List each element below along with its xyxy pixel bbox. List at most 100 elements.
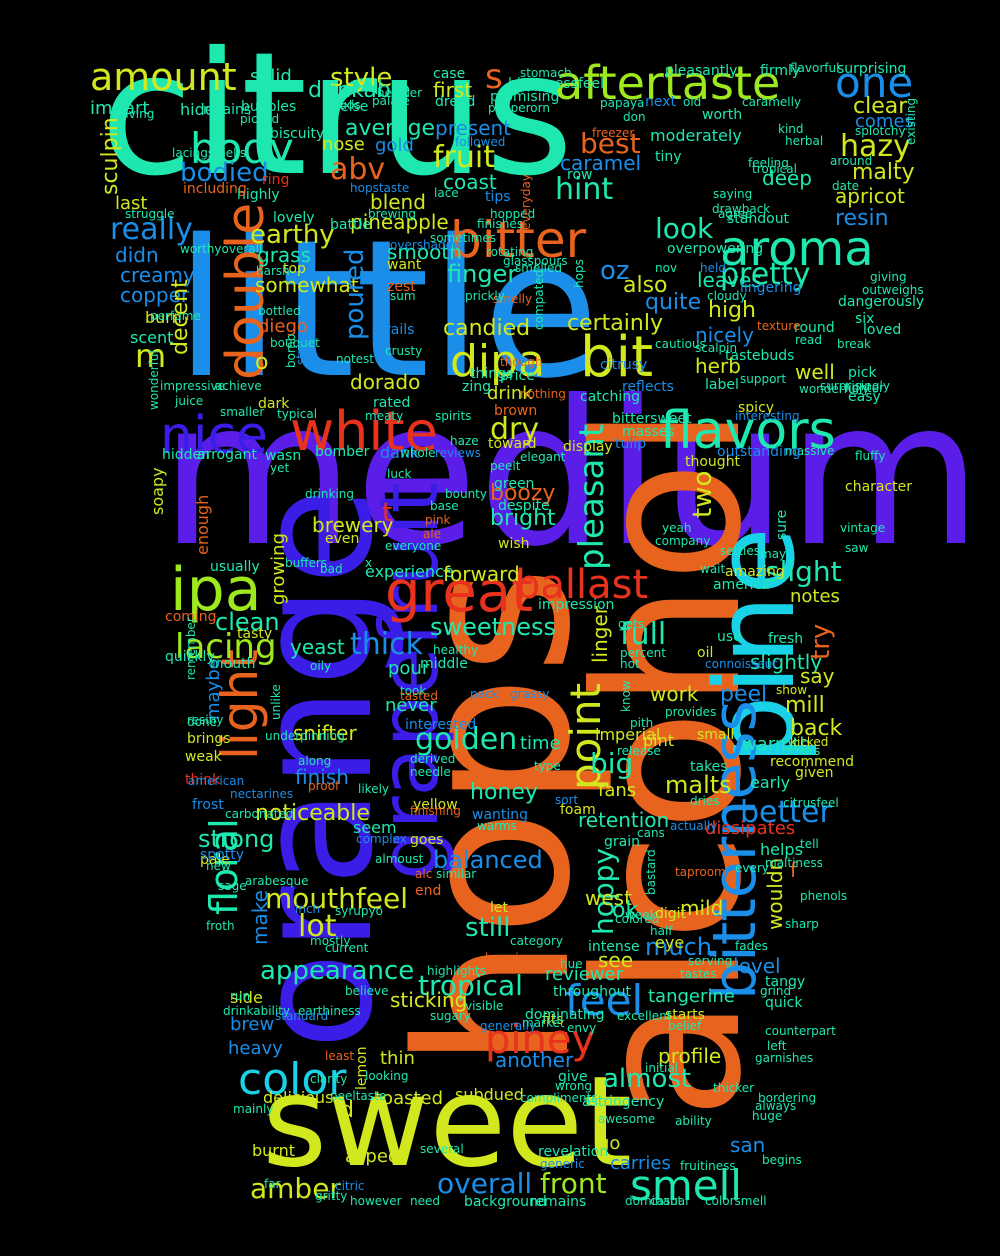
cloud-word: done	[187, 715, 217, 729]
cloud-word: compliments	[520, 1091, 598, 1105]
cloud-word: dissipates	[705, 818, 796, 839]
cloud-word: unlike	[269, 684, 283, 720]
cloud-word: wish	[498, 536, 530, 552]
cloud-word: never	[385, 695, 437, 716]
cloud-word: hopstaste	[350, 181, 410, 195]
cloud-word: imperial	[595, 725, 661, 744]
cloud-word: peelt	[490, 459, 521, 473]
cloud-word: look	[655, 212, 714, 245]
cloud-word: nice	[160, 406, 268, 466]
cloud-word: need	[410, 1194, 440, 1208]
cloud-word: character	[845, 479, 913, 495]
cloud-word: boozy	[490, 481, 556, 506]
cloud-word: wait	[700, 562, 726, 576]
cloud-word: smell	[630, 1161, 742, 1210]
cloud-word: type	[534, 759, 561, 773]
cloud-word: balanced	[433, 846, 543, 874]
cloud-word: level	[733, 954, 781, 978]
cloud-word: saw	[845, 541, 869, 555]
cloud-word: date	[832, 179, 860, 193]
cloud-word: aftertaste	[555, 56, 781, 110]
cloud-word: bodied	[180, 158, 269, 188]
cloud-word: hazy	[840, 129, 911, 164]
cloud-word: awesome	[598, 1112, 656, 1126]
cloud-word: looking	[365, 1069, 409, 1083]
cloud-word: deep	[762, 166, 812, 190]
cloud-word: profile	[658, 1044, 722, 1068]
cloud-word: derived	[410, 752, 456, 766]
cloud-word: fits	[542, 1012, 564, 1028]
cloud-word: x	[365, 556, 373, 570]
cloud-word: buffers	[285, 556, 328, 570]
cloud-word: achieve	[215, 379, 262, 393]
cloud-word: underpinning	[265, 729, 345, 743]
cloud-word: see	[598, 948, 634, 972]
cloud-word: enough	[193, 494, 212, 555]
cloud-word: toward	[488, 436, 537, 452]
cloud-word: brewing	[368, 207, 417, 221]
cloud-word: smooth	[387, 240, 462, 264]
cloud-word: mostly	[310, 934, 351, 948]
cloud-word: drinking	[305, 487, 354, 501]
cloud-word: dry	[490, 412, 540, 447]
cloud-word: needle	[410, 765, 451, 779]
cloud-word: week	[625, 908, 657, 922]
cloud-word: others	[782, 744, 821, 758]
cloud-word: well	[795, 360, 835, 384]
cloud-word: golden	[415, 722, 518, 757]
cloud-word: remember	[184, 617, 198, 680]
cloud-word: prickly	[465, 289, 505, 303]
cloud-word: smelly	[493, 292, 533, 306]
cloud-word: aroma	[720, 221, 874, 277]
cloud-word: malts	[665, 771, 732, 799]
cloud-word: honey	[470, 780, 538, 805]
cloud-word: tasty	[237, 626, 273, 642]
cloud-word: massive	[785, 444, 835, 458]
cloud-word: nectarines	[230, 787, 294, 801]
cloud-word: earthiness	[298, 1004, 361, 1018]
cloud-word: taproom	[675, 865, 726, 879]
cloud-word: feeling	[748, 156, 789, 170]
cloud-word: drink	[487, 383, 533, 404]
cloud-word: hides	[180, 100, 223, 119]
cloud-word: feel	[565, 976, 644, 1025]
cloud-word: luck	[387, 467, 412, 481]
cloud-word: caramel	[560, 151, 642, 175]
cloud-word: bubbles	[241, 99, 297, 115]
cloud-word: thicker	[713, 1081, 755, 1095]
cloud-word: garnishes	[755, 1051, 814, 1065]
cloud-word: hops	[572, 259, 586, 288]
cloud-word: notest	[336, 352, 374, 366]
cloud-word: snifter	[293, 721, 357, 745]
cloud-word: nicely	[695, 323, 754, 347]
cloud-word: tangy	[765, 974, 806, 990]
cloud-word: break	[837, 337, 871, 351]
cloud-word: standard	[275, 1009, 329, 1023]
cloud-word: front	[540, 1167, 607, 1200]
cloud-word: outstanding	[717, 444, 801, 460]
cloud-word: glasspours	[503, 254, 568, 268]
cloud-word: make	[248, 890, 272, 945]
cloud-word: brew	[230, 1014, 275, 1035]
cloud-word: heavier	[377, 86, 423, 100]
cloud-word: fresh	[768, 631, 804, 647]
cloud-word: use	[717, 629, 742, 645]
cloud-word: mild	[680, 896, 724, 920]
cloud-word: dominating	[525, 1007, 605, 1023]
cloud-word: dark	[258, 396, 290, 412]
cloud-word: pint	[643, 731, 675, 750]
cloud-word: resiny	[187, 713, 224, 727]
cloud-word: west	[585, 886, 632, 910]
cloud-word: inch	[295, 902, 321, 916]
cloud-word: full	[620, 617, 667, 652]
cloud-word: zing	[462, 379, 491, 395]
cloud-word: rails	[385, 322, 415, 338]
cloud-word: top	[283, 261, 306, 277]
cloud-word: bomb	[284, 333, 298, 368]
cloud-word: diego	[258, 316, 308, 337]
cloud-word: american	[188, 774, 245, 788]
cloud-word: initial	[645, 1061, 678, 1075]
cloud-word: oil	[697, 645, 714, 661]
cloud-word: forward	[443, 562, 520, 586]
cloud-word: category	[510, 934, 564, 948]
